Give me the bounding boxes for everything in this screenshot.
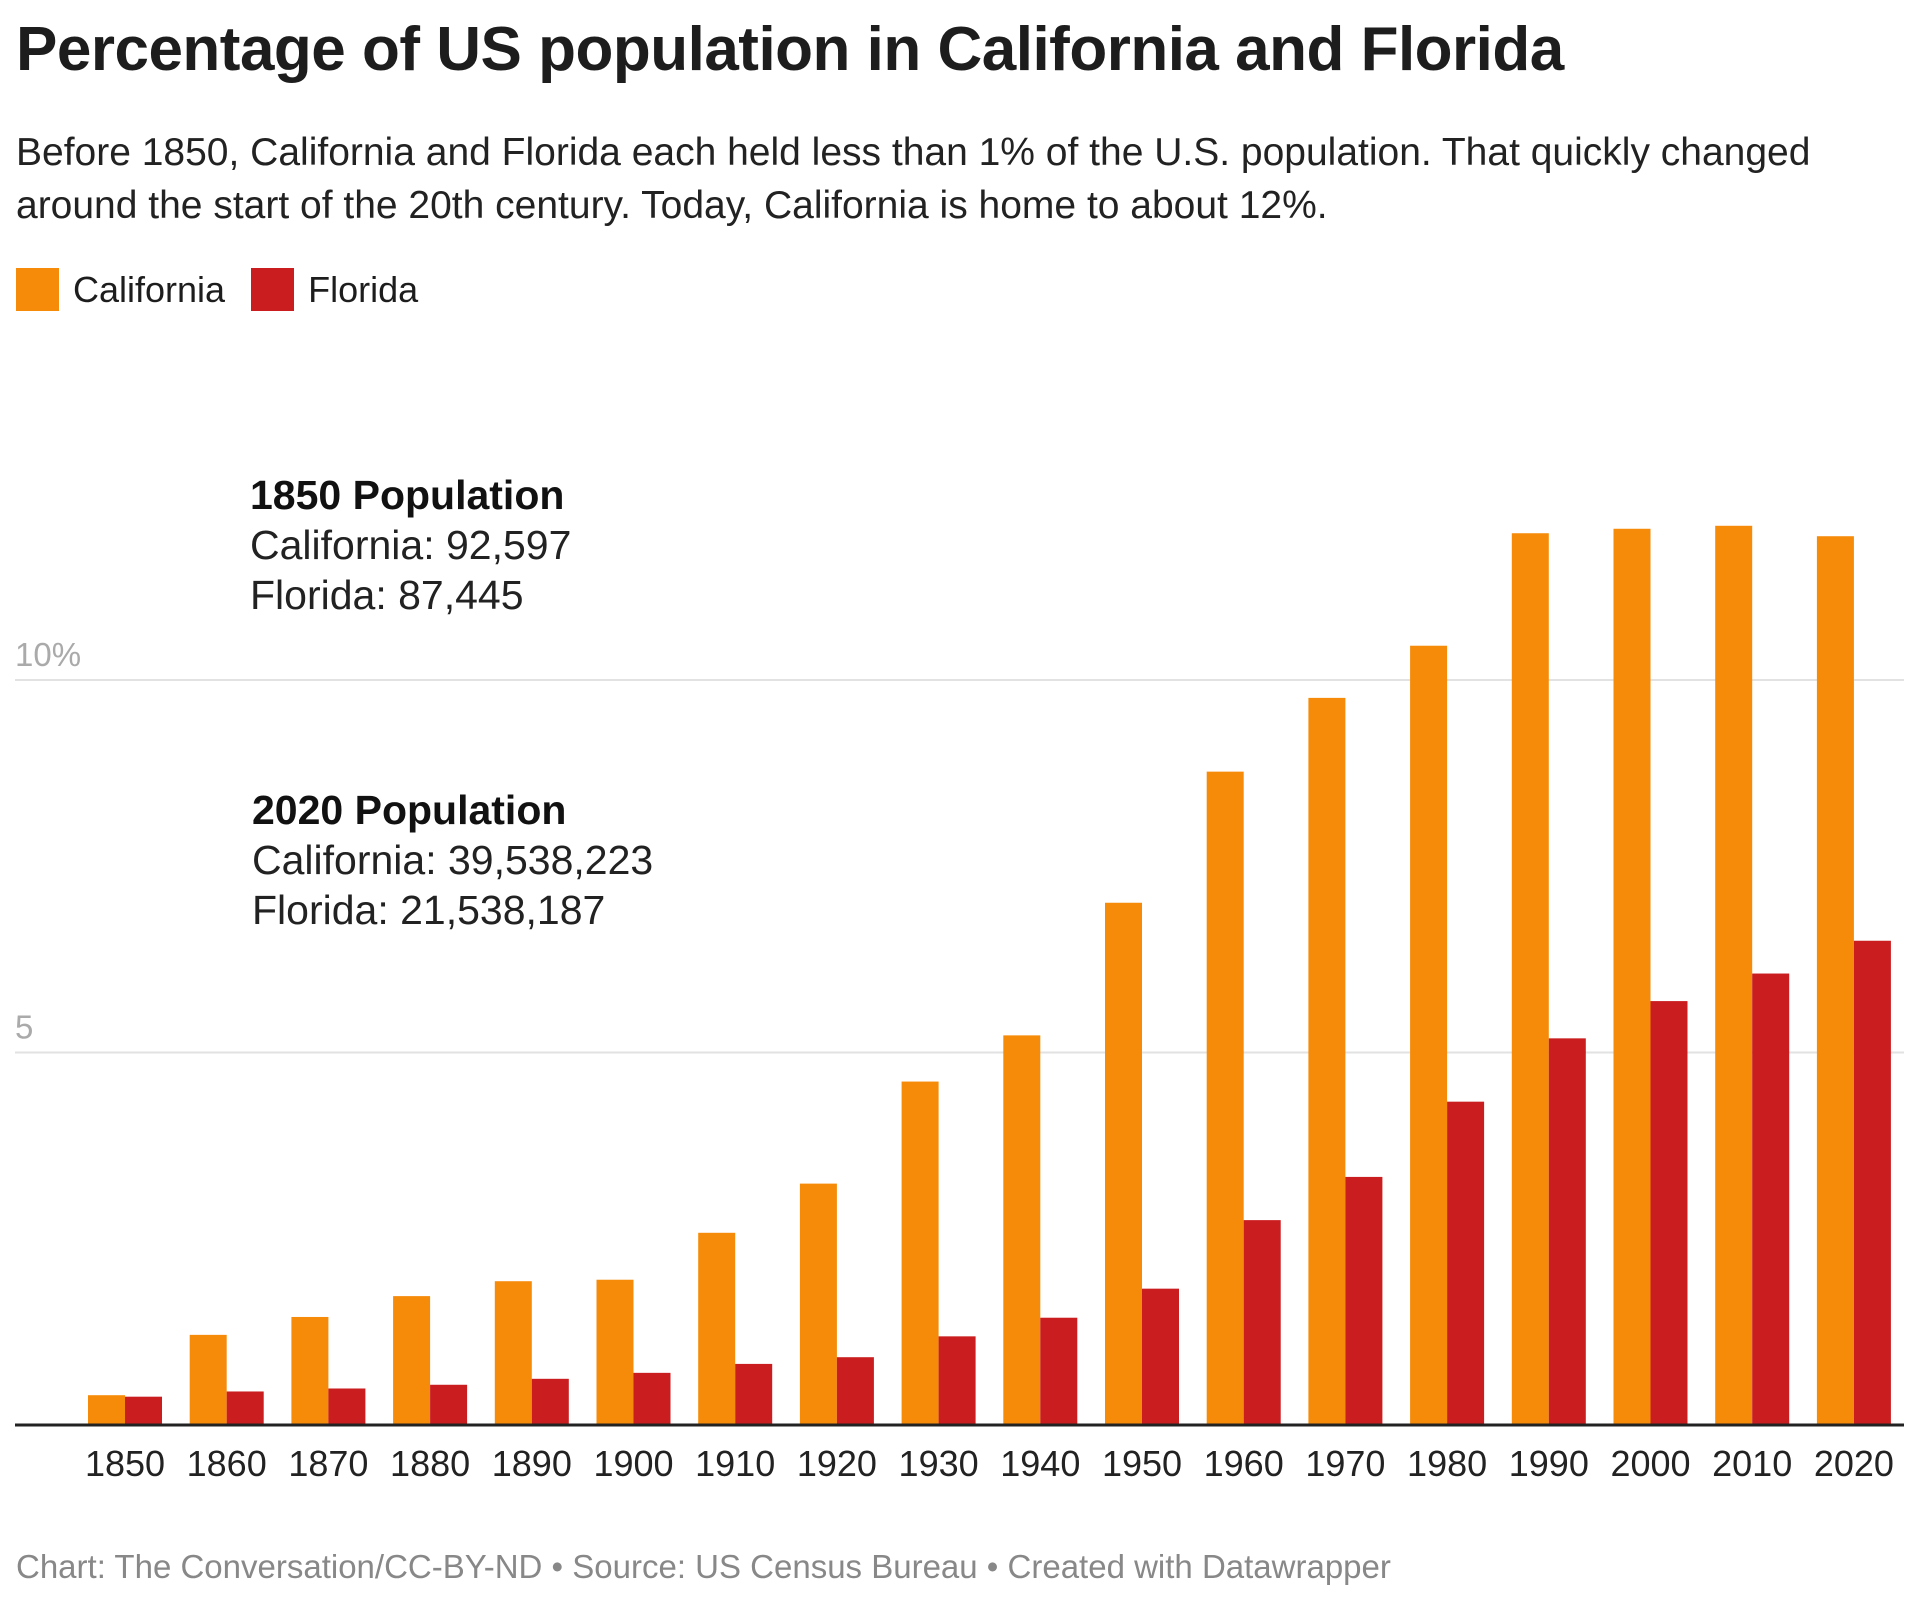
chart-subtitle: Before 1850, California and Florida each… — [16, 131, 1811, 227]
x-tick-label: 1920 — [797, 1443, 877, 1484]
legend-swatch-california — [16, 268, 59, 311]
footer-credits: Chart: The Conversation/CC-BY-ND • Sourc… — [16, 1548, 1391, 1585]
x-tick-label: 1850 — [85, 1443, 165, 1484]
bar-florida-2010 — [1752, 973, 1790, 1425]
bar-california-1940 — [1003, 1035, 1041, 1425]
annotation-2020-california: California: 39,538,223 — [252, 837, 654, 883]
annotation-1850-heading: 1850 Population — [250, 472, 565, 518]
x-tick-label: 1860 — [187, 1443, 267, 1484]
bar-florida-2020 — [1853, 940, 1891, 1425]
x-tick-label: 1930 — [899, 1443, 979, 1484]
x-tick-label: 1940 — [1000, 1443, 1080, 1484]
annotation-1850-florida: Florida: 87,445 — [250, 572, 524, 618]
x-tick-label: 1990 — [1509, 1443, 1589, 1484]
x-tick-label: 1960 — [1204, 1443, 1284, 1484]
x-tick-label: 1890 — [492, 1443, 572, 1484]
x-tick-label: 2000 — [1610, 1443, 1690, 1484]
annotation-1850: 1850 Population California: 92,597 Flori… — [250, 470, 571, 620]
legend-item-florida: Florida — [251, 268, 418, 311]
bar-florida-2000 — [1650, 1001, 1688, 1425]
bar-florida-1910 — [735, 1363, 773, 1425]
bar-florida-1940 — [1040, 1317, 1078, 1425]
legend-swatch-florida — [251, 268, 295, 311]
x-tick-label: 1910 — [695, 1443, 775, 1484]
legend-label-florida: Florida — [308, 268, 419, 310]
bar-california-1990 — [1511, 533, 1549, 1425]
bar-california-2010 — [1715, 525, 1753, 1425]
bar-california-1870 — [291, 1316, 329, 1425]
x-tick-label: 1900 — [593, 1443, 673, 1484]
bar-florida-1900 — [633, 1372, 671, 1425]
bar-florida-1970 — [1345, 1176, 1383, 1425]
bar-california-1880 — [393, 1296, 431, 1425]
bar-california-1980 — [1410, 645, 1448, 1425]
y-tick-label: 5 — [15, 1009, 33, 1046]
annotation-2020-florida: Florida: 21,538,187 — [252, 887, 606, 933]
bar-california-1910 — [698, 1232, 736, 1425]
chart-title: Percentage of US population in Californi… — [16, 15, 1564, 84]
bar-california-1920 — [799, 1183, 837, 1425]
bar-florida-1950 — [1142, 1288, 1179, 1425]
bar-florida-1860 — [226, 1391, 264, 1425]
x-tick-label: 2010 — [1712, 1443, 1792, 1484]
y-tick-label: 10% — [15, 636, 81, 673]
x-tick-label: 1980 — [1407, 1443, 1487, 1484]
bar-california-1970 — [1308, 697, 1346, 1425]
bar-california-1930 — [901, 1081, 939, 1425]
x-tick-label: 1970 — [1305, 1443, 1385, 1484]
bar-california-2000 — [1613, 528, 1651, 1425]
x-tick-label: 1950 — [1102, 1443, 1182, 1484]
bar-florida-1960 — [1243, 1220, 1281, 1425]
x-tick-label: 1870 — [288, 1443, 368, 1484]
x-tick-label: 1880 — [390, 1443, 470, 1484]
annotation-1850-california: California: 92,597 — [250, 522, 572, 568]
bar-california-1850 — [88, 1395, 125, 1425]
bar-florida-1980 — [1447, 1101, 1485, 1425]
bar-florida-1920 — [836, 1357, 874, 1425]
bar-florida-1870 — [328, 1388, 366, 1425]
bar-florida-1890 — [531, 1378, 569, 1425]
legend-item-california: California — [16, 268, 225, 311]
bar-florida-1880 — [430, 1384, 468, 1425]
bar-california-1860 — [189, 1334, 227, 1425]
legend: California Florida — [16, 268, 418, 311]
bar-california-2020 — [1816, 536, 1854, 1425]
bar-florida-1850 — [125, 1396, 162, 1425]
bar-california-1900 — [596, 1279, 634, 1425]
x-tick-label: 2020 — [1814, 1443, 1894, 1484]
bar-california-1950 — [1105, 902, 1142, 1425]
bar-california-1960 — [1206, 771, 1244, 1425]
bar-florida-1930 — [938, 1336, 976, 1425]
bar-california-1890 — [494, 1281, 532, 1425]
annotation-2020-heading: 2020 Population — [252, 787, 567, 833]
legend-label-california: California — [73, 268, 226, 310]
bar-florida-1990 — [1548, 1038, 1586, 1425]
annotation-2020: 2020 Population California: 39,538,223 F… — [252, 785, 653, 935]
